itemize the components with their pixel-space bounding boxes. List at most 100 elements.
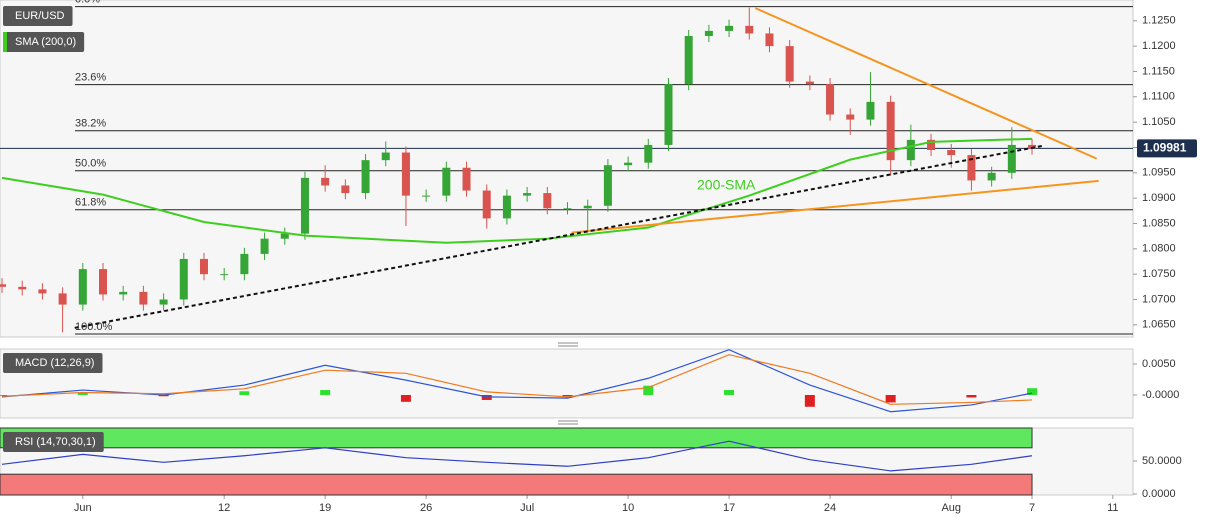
candle-body xyxy=(987,172,996,181)
overlay-line xyxy=(1,137,1033,244)
legend-swatch xyxy=(3,32,7,52)
histogram-bar xyxy=(885,395,896,403)
y-tick-label: -0.0000 xyxy=(1142,389,1179,401)
last-price-label: 1.09981 xyxy=(1143,141,1187,155)
candle-body xyxy=(805,81,814,85)
macd-panel xyxy=(0,348,1134,419)
histogram-bar xyxy=(158,395,169,397)
histogram-bar xyxy=(239,391,250,395)
legend-label: RSI (14,70,30,1) xyxy=(15,436,96,448)
legend-box xyxy=(3,6,73,26)
histogram-bar xyxy=(562,395,573,397)
x-tick-label: 10 xyxy=(622,502,634,514)
candle-body xyxy=(684,35,693,85)
candle-body xyxy=(543,193,552,209)
candle-body xyxy=(159,299,168,305)
candle-body xyxy=(220,274,229,276)
candle-body xyxy=(765,33,774,47)
candle-body xyxy=(745,25,754,34)
candle-body xyxy=(260,238,269,254)
y-tick-label: 1.0700 xyxy=(1142,293,1176,305)
candle-body xyxy=(1028,144,1037,149)
candle-body xyxy=(664,84,673,145)
candle-body xyxy=(563,208,572,210)
y-tick-label: 1.0850 xyxy=(1142,217,1176,229)
candle-body xyxy=(341,185,350,194)
fib-label: 38.2% xyxy=(75,118,106,130)
y-tick-label: 1.1100 xyxy=(1142,91,1175,103)
candle-body xyxy=(321,177,330,186)
histogram-bar xyxy=(77,392,88,395)
candle-body xyxy=(927,139,936,151)
y-tick-label: 1.1250 xyxy=(1142,15,1176,27)
candle-body xyxy=(38,289,47,294)
candle-body xyxy=(179,258,188,300)
oversold-zone xyxy=(0,473,1033,496)
y-tick-label: 1.0750 xyxy=(1142,268,1176,280)
fib-label: 61.8% xyxy=(75,197,106,209)
candle-body xyxy=(583,205,592,209)
candle-body xyxy=(947,150,956,156)
histogram-bar xyxy=(481,395,492,400)
histogram-bar xyxy=(0,395,8,396)
histogram-bar xyxy=(320,390,331,395)
candle-body xyxy=(866,101,875,120)
legend-box xyxy=(3,432,104,452)
candle-body xyxy=(644,144,653,163)
candle-body xyxy=(99,269,107,295)
candle-body xyxy=(381,152,390,161)
candle-body xyxy=(462,167,471,191)
y-tick-label: 1.0900 xyxy=(1142,192,1176,204)
x-tick-label: Jun xyxy=(74,502,92,514)
y-tick-label: 1.1050 xyxy=(1142,116,1176,128)
histogram-bar xyxy=(724,390,735,395)
fib-label: 0.0% xyxy=(75,0,100,5)
y-tick-label: 50.0000 xyxy=(1142,455,1182,467)
legend-label: EUR/USD xyxy=(15,10,65,22)
candle-body xyxy=(300,177,309,234)
candle-body xyxy=(139,291,148,305)
candle-body xyxy=(826,84,835,115)
legend-label: SMA (200,0) xyxy=(15,36,76,48)
overlay-line xyxy=(754,7,1098,160)
candle-body xyxy=(0,284,7,287)
histogram-bar xyxy=(643,385,654,395)
last-price-box xyxy=(1137,139,1197,158)
candle-body xyxy=(523,193,532,196)
candle-body xyxy=(119,291,128,295)
candle-body xyxy=(725,25,734,31)
legend-box xyxy=(3,32,85,52)
candle-body xyxy=(785,46,794,82)
candle-body xyxy=(58,293,67,305)
x-tick-label: 11 xyxy=(1107,502,1118,514)
x-tick-label: 7 xyxy=(1029,502,1035,514)
candle-body xyxy=(401,152,410,196)
histogram-bar xyxy=(966,395,977,398)
fib-label: 23.6% xyxy=(75,72,106,84)
candle-body xyxy=(482,190,491,219)
histogram-bar xyxy=(400,395,411,402)
x-tick-label: 17 xyxy=(723,502,735,514)
x-tick-label: 24 xyxy=(824,502,836,514)
macd-line xyxy=(1,354,1033,405)
candle-body xyxy=(442,167,451,196)
y-tick-label: 0.0000 xyxy=(1142,488,1176,500)
candle-body xyxy=(906,139,915,161)
candle-body xyxy=(603,165,612,206)
y-tick-label: 1.0650 xyxy=(1142,319,1176,331)
legend-box xyxy=(3,353,103,373)
histogram-bar xyxy=(1027,388,1038,395)
panel-handle xyxy=(558,342,578,425)
overlay-line xyxy=(571,179,1099,234)
y-tick-label: 0.0050 xyxy=(1142,358,1176,370)
candle-body xyxy=(624,162,633,166)
candle-body xyxy=(361,160,370,194)
candle-body xyxy=(704,30,713,36)
candle-body xyxy=(78,269,87,305)
overbought-zone xyxy=(0,427,1033,449)
candle-body xyxy=(240,253,249,275)
candle-body xyxy=(18,286,27,290)
x-tick-label: 12 xyxy=(218,502,230,514)
y-tick-label: 1.0950 xyxy=(1142,167,1176,179)
